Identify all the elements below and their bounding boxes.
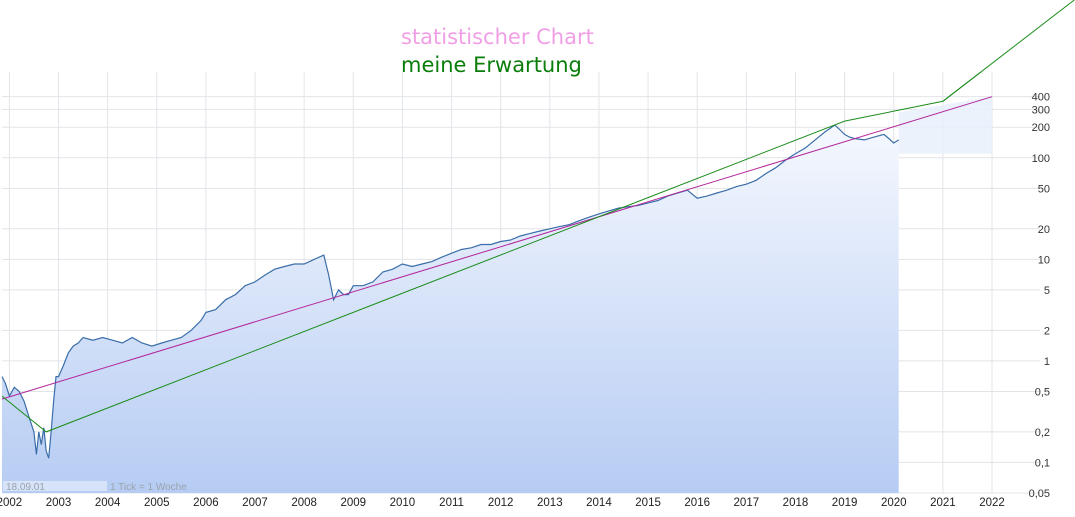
x-tick-label: 2002 — [0, 497, 22, 509]
statistical-chart-label: statistischer Chart — [401, 25, 594, 49]
y-tick-label: 20 — [1038, 224, 1050, 236]
price-area-fill — [2, 125, 899, 493]
x-tick-label: 2008 — [291, 497, 317, 509]
y-tick-label: 400 — [1032, 92, 1050, 104]
x-tick-label: 2018 — [783, 497, 809, 509]
y-tick-label: 0,05 — [1029, 488, 1050, 500]
y-tick-label: 1 — [1044, 356, 1050, 368]
x-tick-label: 2014 — [586, 497, 612, 509]
expectation-line-overflow — [942, 0, 1075, 102]
y-tick-label: 2 — [1044, 325, 1050, 337]
x-tick-label: 2006 — [193, 497, 219, 509]
y-tick-label: 100 — [1032, 153, 1050, 165]
x-tick-label: 2015 — [635, 497, 661, 509]
x-tick-label: 2009 — [340, 497, 366, 509]
price-line — [1, 124, 900, 459]
y-tick-label: 50 — [1038, 183, 1050, 195]
start-date-bar — [3, 481, 107, 491]
x-tick-label: 2004 — [95, 497, 121, 509]
y-tick-label: 0,5 — [1035, 386, 1050, 398]
x-tick-label: 2011 — [439, 497, 464, 509]
y-tick-label: 300 — [1032, 104, 1050, 116]
projection-area-fill — [898, 96, 992, 154]
x-tick-label: 2012 — [488, 497, 514, 509]
x-tick-label: 2003 — [46, 497, 72, 509]
y-tick-label: 10 — [1038, 254, 1050, 266]
x-tick-label: 2010 — [390, 497, 416, 509]
y-tick-label: 200 — [1032, 122, 1050, 134]
x-tick-label: 2013 — [537, 497, 563, 509]
x-tick-label: 2019 — [832, 497, 858, 509]
start-date-label: 18.09.01 — [6, 482, 45, 493]
x-tick-label: 2022 — [979, 497, 1005, 509]
x-tick-label: 2007 — [242, 497, 268, 509]
y-tick-label: 5 — [1044, 285, 1050, 297]
x-tick-label: 2005 — [144, 497, 170, 509]
x-tick-label: 2017 — [734, 497, 760, 509]
x-tick-label: 2021 — [930, 497, 956, 509]
x-tick-label: 2020 — [881, 497, 907, 509]
expectation-line-extension — [942, 0, 1075, 102]
x-tick-label: 2016 — [684, 497, 710, 509]
x-axis-tick-labels: 2002 2003 2004 2005 2006 2007 2008 2009 2010 2011… — [0, 497, 1005, 509]
y-tick-label: 0,2 — [1035, 427, 1050, 439]
tick-note: 1 Tick = 1 Woche — [110, 482, 187, 493]
statistical-trend-line — [1, 96, 993, 400]
expectation-label: meine Erwartung — [401, 53, 582, 77]
y-tick-label: 0,1 — [1035, 457, 1050, 469]
